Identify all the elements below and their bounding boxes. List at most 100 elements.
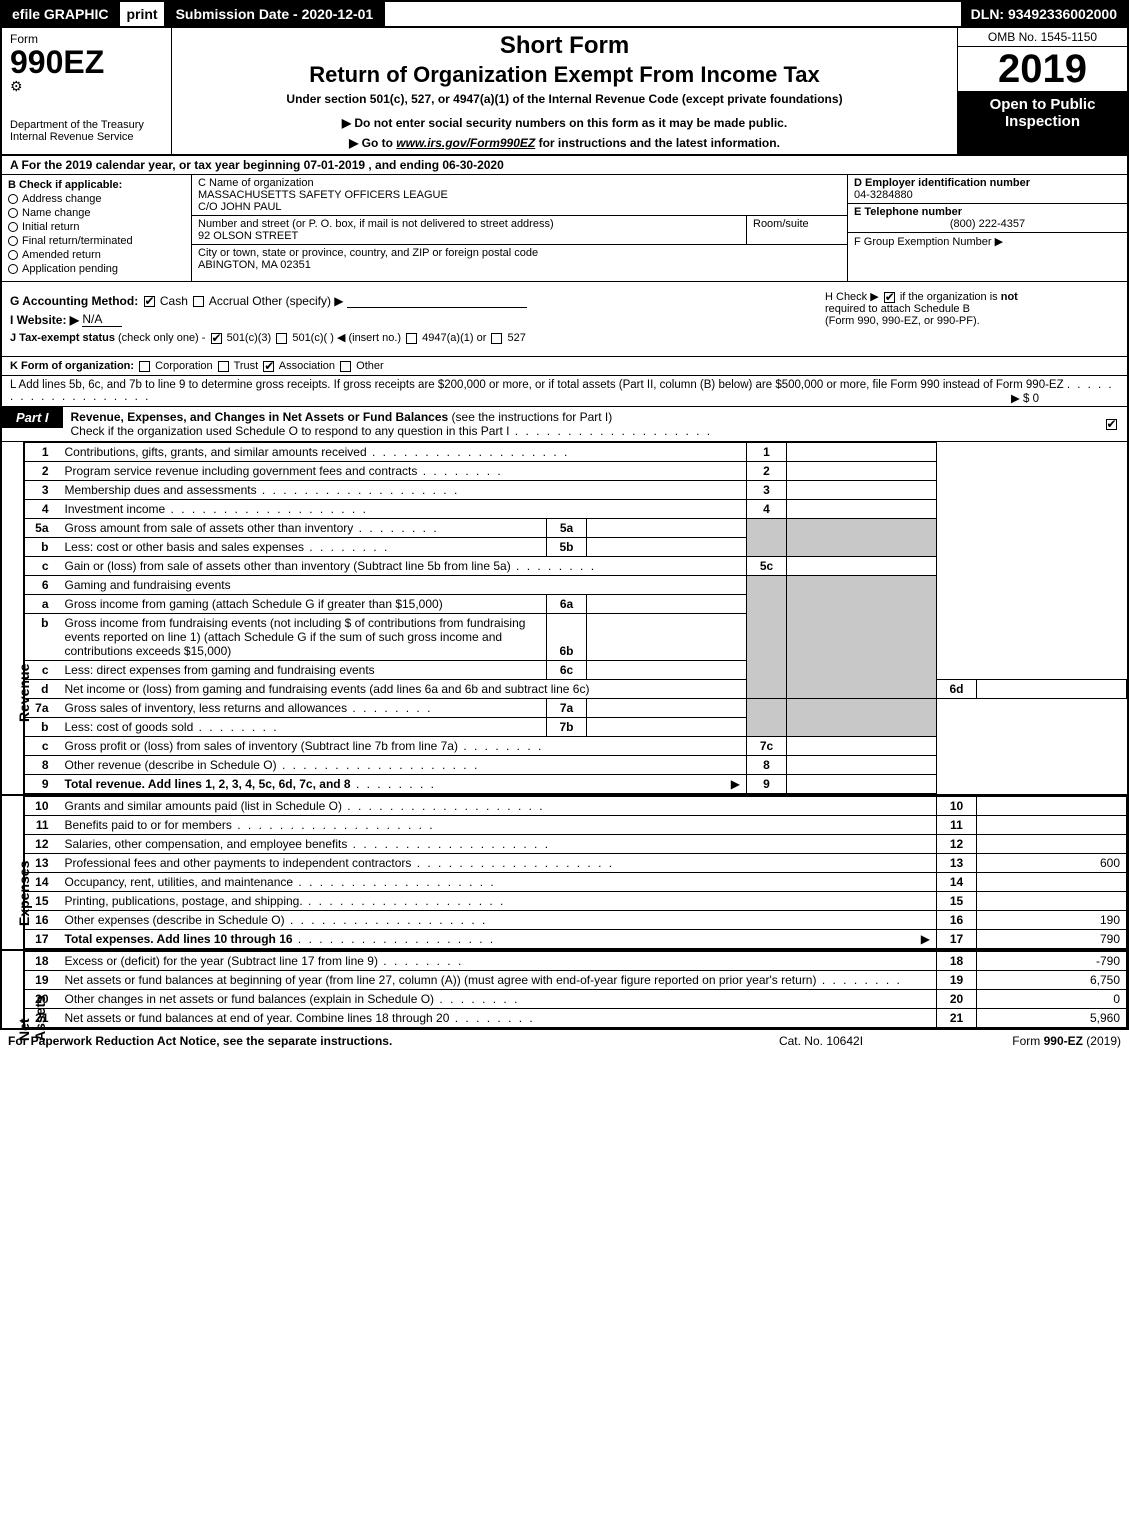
amt-7a [587, 699, 747, 718]
chk-final-return[interactable]: Final return/terminated [8, 235, 185, 247]
line-4: 4Investment income4 [25, 500, 1127, 519]
paperwork-notice: For Paperwork Reduction Act Notice, see … [8, 1034, 721, 1048]
part-1-title: Revenue, Expenses, and Changes in Net As… [63, 407, 1101, 441]
chk-association[interactable] [263, 361, 274, 372]
room-label: Room/suite [753, 218, 841, 230]
amt-11 [977, 816, 1127, 835]
submission-date: Submission Date - 2020-12-01 [166, 2, 386, 26]
amt-6c [587, 661, 747, 680]
goto-pre: ▶ Go to [349, 136, 396, 150]
other-specify-input[interactable] [347, 307, 527, 308]
title-short-form: Short Form [182, 32, 947, 60]
part-1-checkbox[interactable] [1101, 417, 1121, 431]
city-label: City or town, state or province, country… [198, 247, 841, 259]
chk-application-pending[interactable]: Application pending [8, 263, 185, 275]
submission-text: Submission Date - 2020-12-01 [176, 6, 374, 22]
box-b-label: B Check if applicable: [8, 179, 185, 191]
part-1-header: Part I Revenue, Expenses, and Changes in… [2, 407, 1127, 442]
top-toolbar: efile GRAPHIC print Submission Date - 20… [0, 0, 1129, 28]
street-value: 92 OLSON STREET [198, 230, 740, 242]
chk-h-not-required[interactable] [884, 292, 895, 303]
chk-cash[interactable] [144, 296, 155, 307]
chk-501c3[interactable] [211, 333, 222, 344]
header-left: Form 990EZ ⚙ Department of the Treasury … [2, 28, 172, 154]
amt-12 [977, 835, 1127, 854]
website-value: N/A [82, 312, 122, 327]
chk-initial-return[interactable]: Initial return [8, 221, 185, 233]
amt-19: 6,750 [977, 971, 1127, 990]
chk-other-org[interactable] [340, 361, 351, 372]
amt-9 [787, 775, 937, 794]
j-label: J Tax-exempt status [10, 332, 115, 344]
line-5c: cGain or (loss) from sale of assets othe… [25, 557, 1127, 576]
irs-link[interactable]: www.irs.gov/Form990EZ [396, 136, 535, 150]
line-a-tax-year: A For the 2019 calendar year, or tax yea… [2, 156, 1127, 175]
line-17: 17Total expenses. Add lines 10 through 1… [25, 930, 1127, 949]
chk-address-change[interactable]: Address change [8, 193, 185, 205]
chk-501c[interactable] [276, 333, 287, 344]
h-not: not [1001, 291, 1018, 303]
amt-21: 5,960 [977, 1009, 1127, 1028]
line-10: 10Grants and similar amounts paid (list … [25, 797, 1127, 816]
amt-6d [977, 680, 1127, 699]
l-text: L Add lines 5b, 6c, and 7b to line 9 to … [10, 379, 1064, 391]
acct-method-label: G Accounting Method: [10, 294, 138, 308]
header-right: OMB No. 1545-1150 2019 Open to Public In… [957, 28, 1127, 154]
line-15: 15Printing, publications, postage, and s… [25, 892, 1127, 911]
line-6d: dNet income or (loss) from gaming and fu… [25, 680, 1127, 699]
revenue-table: 1Contributions, gifts, grants, and simil… [24, 442, 1127, 794]
h-text1: H Check ▶ [825, 291, 879, 303]
line-11: 11Benefits paid to or for members11 [25, 816, 1127, 835]
chk-4947[interactable] [406, 333, 417, 344]
amt-5c [787, 557, 937, 576]
chk-amended-return[interactable]: Amended return [8, 249, 185, 261]
dln-label: DLN: 93492336002000 [961, 2, 1127, 26]
dln-text: DLN: 93492336002000 [971, 6, 1117, 22]
amt-13: 600 [977, 854, 1127, 873]
expenses-section: Expenses 10Grants and similar amounts pa… [2, 796, 1127, 951]
tax-year: 2019 [958, 47, 1127, 92]
line-g: G Accounting Method: Cash Accrual Other … [10, 294, 809, 308]
box-h: H Check ▶ if the organization is not req… [817, 282, 1127, 356]
print-label: print [126, 6, 157, 22]
expenses-label: Expenses [16, 861, 32, 926]
chk-corporation[interactable] [139, 361, 150, 372]
amt-3 [787, 481, 937, 500]
ssn-warning: ▶ Do not enter social security numbers o… [182, 116, 947, 130]
amt-6a [587, 595, 747, 614]
tel-value: (800) 222-4357 [854, 218, 1121, 230]
net-assets-label: Net Assets [16, 995, 48, 1041]
chk-527[interactable] [491, 333, 502, 344]
inspect-line2: Inspection [962, 113, 1123, 130]
line-18: 18Excess or (deficit) for the year (Subt… [25, 952, 1127, 971]
inspect-line1: Open to Public [962, 96, 1123, 113]
h-text4: (Form 990, 990-EZ, or 990-PF). [825, 315, 980, 327]
amt-5b [587, 538, 747, 557]
form-header: Form 990EZ ⚙ Department of the Treasury … [2, 28, 1127, 156]
line-6: 6Gaming and fundraising events [25, 576, 1127, 595]
title-return: Return of Organization Exempt From Incom… [182, 62, 947, 88]
line-k: K Form of organization: Corporation Trus… [2, 357, 1127, 376]
net-assets-section: Net Assets 18Excess or (deficit) for the… [2, 951, 1127, 1028]
line-3: 3Membership dues and assessments3 [25, 481, 1127, 500]
chk-accrual[interactable] [193, 296, 204, 307]
line-7a: 7aGross sales of inventory, less returns… [25, 699, 1127, 718]
print-button[interactable]: print [120, 2, 165, 26]
line-7c: cGross profit or (loss) from sales of in… [25, 737, 1127, 756]
page-footer: For Paperwork Reduction Act Notice, see … [0, 1030, 1129, 1052]
amt-2 [787, 462, 937, 481]
chk-trust[interactable] [218, 361, 229, 372]
chk-name-change[interactable]: Name change [8, 207, 185, 219]
amt-20: 0 [977, 990, 1127, 1009]
line-7b: bLess: cost of goods sold7b [25, 718, 1127, 737]
line-5b: bLess: cost or other basis and sales exp… [25, 538, 1127, 557]
line-21: 21Net assets or fund balances at end of … [25, 1009, 1127, 1028]
efile-label: efile GRAPHIC [2, 2, 120, 26]
dept-irs: Internal Revenue Service [10, 131, 163, 143]
box-b: B Check if applicable: Address change Na… [2, 175, 192, 281]
l-amount: ▶ $ 0 [1011, 391, 1039, 405]
line-j: J Tax-exempt status (check only one) - 5… [10, 331, 809, 344]
line-14: 14Occupancy, rent, utilities, and mainte… [25, 873, 1127, 892]
h-text2: if the organization is [900, 291, 998, 303]
box-def: D Employer identification number 04-3284… [847, 175, 1127, 281]
